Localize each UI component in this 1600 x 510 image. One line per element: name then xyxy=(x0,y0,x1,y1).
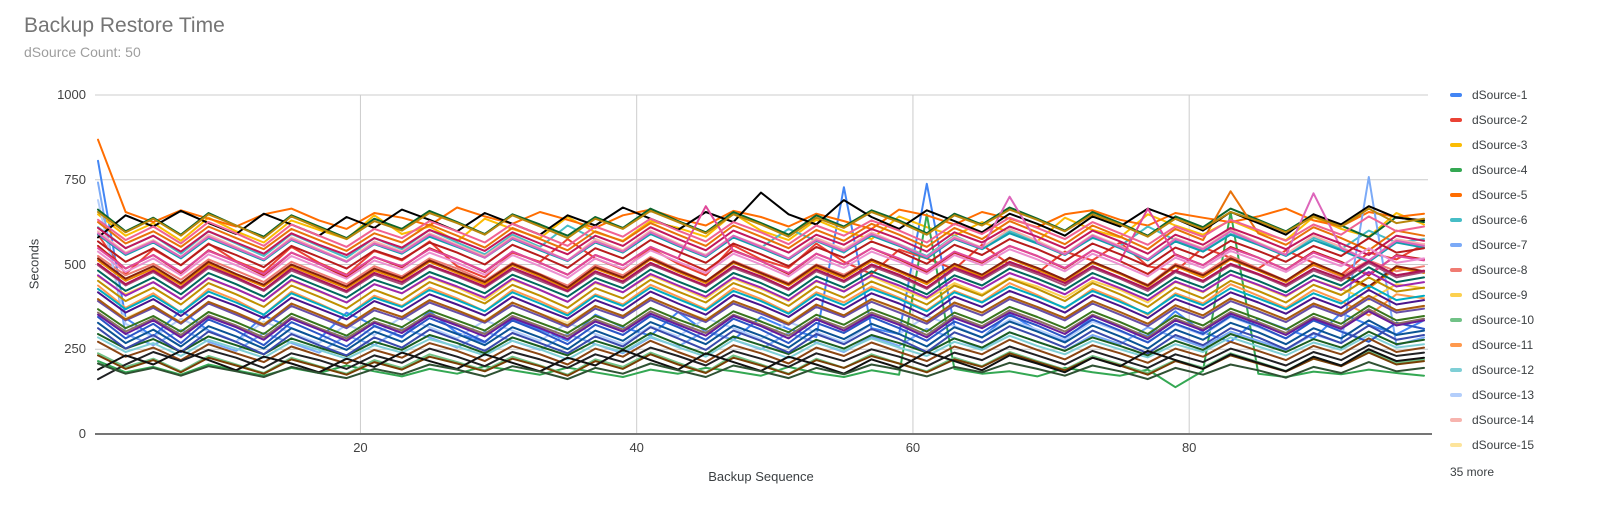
series-line-dSource-23[interactable] xyxy=(97,256,1425,289)
legend-swatch xyxy=(1450,418,1462,422)
series-line-dSource-19[interactable] xyxy=(97,206,1425,240)
legend-item-dSource-1[interactable]: dSource-1 xyxy=(1450,88,1527,102)
legend-item-label: dSource-13 xyxy=(1472,388,1535,402)
legend-item-label: dSource-14 xyxy=(1472,413,1535,427)
series-line-dSource-16[interactable] xyxy=(97,314,1425,348)
legend-item-label: dSource-7 xyxy=(1472,238,1528,252)
legend-swatch xyxy=(1450,143,1462,147)
legend-swatch xyxy=(1450,118,1462,122)
legend-item-label: dSource-12 xyxy=(1472,363,1535,377)
series-line-dSource-37[interactable] xyxy=(97,237,1425,270)
legend-item-label: dSource-15 xyxy=(1472,438,1535,452)
series-line-dSource-33[interactable] xyxy=(97,205,1425,277)
series-line-dSource-43[interactable] xyxy=(97,284,1425,317)
x-tick-label: 40 xyxy=(629,440,644,455)
legend-item-dSource-7[interactable]: dSource-7 xyxy=(1450,238,1527,252)
series-line-dSource-30[interactable] xyxy=(97,319,1425,351)
y-tick-label: 750 xyxy=(64,171,86,187)
series-line-dSource-3[interactable] xyxy=(97,212,1425,244)
legend-item-label: dSource-8 xyxy=(1472,263,1528,277)
y-tick-label: 500 xyxy=(64,256,86,272)
legend-swatch xyxy=(1450,268,1462,272)
series-line-dSource-41[interactable] xyxy=(97,247,1425,280)
x-tick-label: 60 xyxy=(905,440,921,455)
x-tick-label: 20 xyxy=(353,440,368,455)
series-line-dSource-28[interactable] xyxy=(97,344,1425,381)
series-line-dSource-40[interactable] xyxy=(97,308,1425,340)
y-tick-label: 1000 xyxy=(57,87,86,102)
legend-item-label: dSource-4 xyxy=(1472,163,1528,177)
legend-item-dSource-8[interactable]: dSource-8 xyxy=(1450,263,1527,277)
series-line-dSource-36[interactable] xyxy=(97,266,1425,299)
series-line-dSource-5[interactable] xyxy=(97,138,1425,230)
legend-swatch xyxy=(1450,393,1462,397)
legend-item-dSource-11[interactable]: dSource-11 xyxy=(1450,338,1533,352)
legend-item-dSource-14[interactable]: dSource-14 xyxy=(1450,413,1534,427)
legend-swatch xyxy=(1450,168,1462,172)
legend-item-dSource-5[interactable]: dSource-5 xyxy=(1450,188,1527,202)
series-line-dSource-29[interactable] xyxy=(97,225,1425,256)
legend-item-dSource-6[interactable]: dSource-6 xyxy=(1450,213,1527,227)
legend-item-dSource-13[interactable]: dSource-13 xyxy=(1450,388,1534,402)
series-line-dSource-49[interactable] xyxy=(97,361,1425,381)
legend-item-dSource-10[interactable]: dSource-10 xyxy=(1450,313,1534,327)
series-line-dSource-24[interactable] xyxy=(97,192,1425,263)
legend-swatch xyxy=(1450,343,1462,347)
series-line-dSource-46[interactable] xyxy=(97,271,1425,304)
legend-swatch xyxy=(1450,93,1462,97)
y-tick-label: 0 xyxy=(78,426,86,441)
series-line-dSource-44[interactable] xyxy=(97,207,1425,241)
x-axis-title: Backup Sequence xyxy=(708,469,814,484)
legend-item-label: dSource-2 xyxy=(1472,113,1528,127)
series-line-dSource-39[interactable] xyxy=(97,215,1425,248)
series-line-dSource-32[interactable] xyxy=(97,261,1425,294)
series-line-dSource-20[interactable] xyxy=(97,190,1425,252)
series-line-dSource-35[interactable] xyxy=(97,288,1425,321)
legend-item-dSource-2[interactable]: dSource-2 xyxy=(1450,113,1527,127)
chart-title: Backup Restore Time xyxy=(24,14,225,37)
legend-swatch xyxy=(1450,243,1462,247)
series-line-dSource-25[interactable] xyxy=(97,297,1425,330)
y-axis-title: Seconds xyxy=(26,238,42,290)
series-line-dSource-42[interactable] xyxy=(97,324,1425,357)
legend-swatch xyxy=(1450,368,1462,372)
legend-item-label: dSource-11 xyxy=(1472,338,1534,352)
legend-item-label: dSource-3 xyxy=(1472,138,1528,152)
x-tick-label: 80 xyxy=(1181,440,1197,455)
legend-item-label: dSource-10 xyxy=(1472,313,1535,327)
series-line-dSource-50[interactable] xyxy=(97,294,1425,328)
series-line-dSource-12[interactable] xyxy=(97,334,1425,361)
series-line-dSource-38[interactable] xyxy=(97,330,1425,357)
legend-swatch xyxy=(1450,193,1462,197)
chart-subtitle: dSource Count: 50 xyxy=(24,44,141,60)
series-line-dSource-48[interactable] xyxy=(97,260,1425,292)
series-line-dSource-47[interactable] xyxy=(97,310,1425,342)
legend-item-label: dSource-5 xyxy=(1472,188,1528,202)
legend-item-dSource-15[interactable]: dSource-15 xyxy=(1450,438,1534,452)
legend-item-label: dSource-6 xyxy=(1472,213,1528,227)
series-line-dSource-31[interactable] xyxy=(97,304,1425,337)
legend-swatch xyxy=(1450,318,1462,322)
series-line-dSource-26[interactable] xyxy=(97,337,1425,366)
legend-item-label: dSource-9 xyxy=(1472,288,1528,302)
legend-more-button[interactable]: 35 more xyxy=(1450,465,1495,479)
legend-swatch xyxy=(1450,443,1462,447)
legend-item-label: dSource-1 xyxy=(1472,88,1528,102)
series-line-dSource-27[interactable] xyxy=(97,276,1425,310)
legend-item-dSource-12[interactable]: dSource-12 xyxy=(1450,363,1534,377)
legend-swatch xyxy=(1450,218,1462,222)
legend-swatch xyxy=(1450,293,1462,297)
legend-item-dSource-9[interactable]: dSource-9 xyxy=(1450,288,1527,302)
legend-item-dSource-4[interactable]: dSource-4 xyxy=(1450,163,1527,177)
legend-item-dSource-3[interactable]: dSource-3 xyxy=(1450,138,1527,152)
y-tick-label: 250 xyxy=(64,341,86,357)
